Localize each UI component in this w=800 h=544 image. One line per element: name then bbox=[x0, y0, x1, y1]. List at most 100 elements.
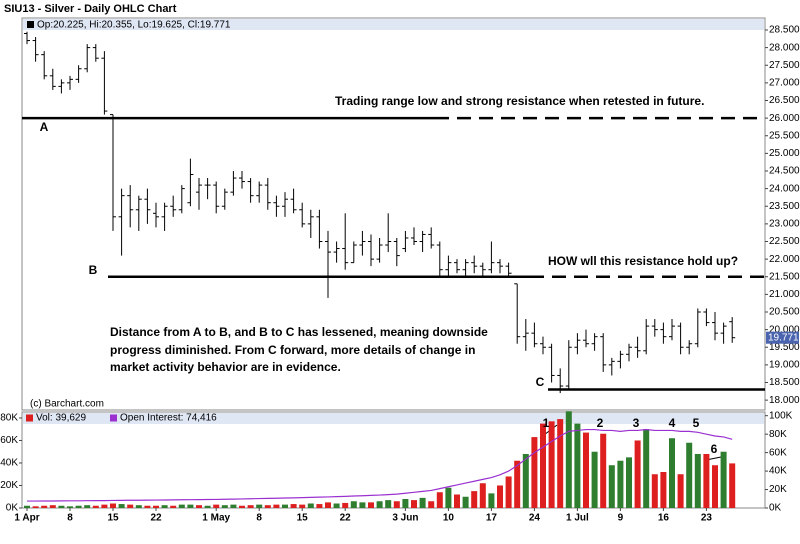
volume-bar bbox=[660, 471, 667, 508]
y2-tick-label: 80K bbox=[769, 429, 787, 440]
volume-bar bbox=[368, 502, 374, 508]
x-tick-label: 17 bbox=[486, 513, 498, 524]
legend-swatch bbox=[110, 414, 117, 422]
volume-bar bbox=[359, 502, 366, 508]
volume-bar bbox=[230, 504, 237, 508]
x-tick-label: 1 Jul bbox=[566, 513, 589, 524]
volume-bar bbox=[282, 504, 288, 508]
volume-bar bbox=[247, 505, 254, 508]
volume-bar bbox=[24, 505, 30, 508]
volume-bar bbox=[514, 460, 521, 508]
x-tick-label: 23 bbox=[701, 513, 713, 524]
y-tick-label: 20K bbox=[0, 480, 18, 491]
annotation: 1 bbox=[543, 416, 550, 430]
volume-bar bbox=[135, 505, 142, 508]
y-tick-label: 22.000 bbox=[769, 254, 800, 265]
x-tick-label: 15 bbox=[297, 513, 309, 524]
x-tick-label: 15 bbox=[107, 513, 119, 524]
volume-bar bbox=[729, 463, 736, 508]
volume-panel bbox=[21, 411, 766, 509]
volume-bar bbox=[316, 504, 323, 508]
volume-bar bbox=[350, 501, 357, 508]
volume-bar bbox=[686, 442, 693, 508]
y2-tick-label: 60K bbox=[769, 447, 787, 458]
volume-bar bbox=[196, 505, 202, 508]
annotation: 2 bbox=[597, 416, 604, 430]
price-header-strip bbox=[23, 19, 764, 30]
volume-bar bbox=[488, 493, 495, 508]
y-tick-label: 60K bbox=[0, 435, 18, 446]
volume-bar bbox=[92, 505, 99, 508]
volume-bar bbox=[436, 492, 443, 508]
y2-tick-label: 40K bbox=[769, 466, 787, 477]
annotation: progress diminished. From C forward, mor… bbox=[110, 343, 475, 357]
volume-bar bbox=[583, 432, 589, 508]
volume-bar bbox=[385, 500, 392, 508]
annotation: B bbox=[89, 263, 98, 277]
volume-bar bbox=[617, 460, 624, 508]
legend-label: Vol: 39,629 bbox=[36, 413, 86, 424]
volume-bar bbox=[720, 451, 727, 508]
annotation: HOW wll this resistance hold up? bbox=[548, 254, 738, 268]
volume-bar bbox=[41, 505, 48, 508]
header-icon bbox=[27, 21, 34, 28]
volume-bar bbox=[471, 491, 478, 508]
volume-bar bbox=[540, 423, 546, 508]
x-tick-label: 10 bbox=[443, 513, 455, 524]
volume-bar bbox=[239, 505, 245, 508]
x-tick-label: 8 bbox=[67, 513, 73, 524]
y-tick-label: 28.500 bbox=[769, 25, 800, 36]
volume-bar bbox=[299, 504, 306, 508]
last-price-label: 19.771 bbox=[768, 332, 799, 343]
volume-bar bbox=[144, 505, 151, 508]
volume-bar bbox=[101, 504, 108, 508]
price-header: Op:20.225, Hi:20.355, Lo:19.625, Cl:19.7… bbox=[37, 20, 231, 31]
volume-bar bbox=[703, 453, 710, 508]
y2-tick-label: 20K bbox=[769, 484, 787, 495]
volume-bar bbox=[712, 465, 718, 508]
y-tick-label: 20.000 bbox=[769, 324, 800, 335]
volume-bar bbox=[591, 451, 598, 508]
x-tick-label: 8 bbox=[256, 513, 262, 524]
volume-bar bbox=[462, 496, 469, 508]
annotation: Trading range low and strong resistance … bbox=[335, 94, 704, 108]
volume-bar bbox=[626, 457, 632, 508]
legend-label: Open Interest: 74,416 bbox=[120, 413, 217, 424]
volume-bar bbox=[393, 501, 400, 508]
x-tick-label: 22 bbox=[340, 513, 352, 524]
volume-bar bbox=[178, 504, 185, 508]
y-tick-label: 21.500 bbox=[769, 271, 800, 282]
x-tick-label: 1 Apr bbox=[14, 513, 39, 524]
chart-title: SIU13 - Silver - Daily OHLC Chart bbox=[4, 3, 177, 15]
volume-bar bbox=[634, 440, 641, 508]
volume-bar bbox=[643, 429, 650, 508]
volume-bar bbox=[110, 503, 116, 508]
y-tick-label: 21.000 bbox=[769, 289, 800, 300]
x-tick-label: 16 bbox=[658, 513, 670, 524]
y-tick-label: 27.500 bbox=[769, 60, 800, 71]
y-tick-label: 0K bbox=[6, 503, 19, 514]
volume-bar bbox=[557, 419, 564, 508]
volume-header-strip bbox=[23, 413, 764, 424]
volume-bar bbox=[213, 504, 220, 508]
volume-bar bbox=[58, 505, 65, 508]
volume-bar bbox=[428, 501, 435, 508]
volume-bar bbox=[411, 500, 417, 508]
y-tick-label: 25.500 bbox=[769, 130, 800, 141]
volume-bar bbox=[256, 504, 263, 508]
y-tick-label: 20.500 bbox=[769, 307, 800, 318]
volume-bar bbox=[531, 437, 538, 508]
volume-bar bbox=[522, 453, 529, 508]
volume-bar bbox=[505, 476, 512, 508]
volume-bar bbox=[402, 498, 409, 508]
volume-bar bbox=[677, 474, 684, 508]
annotation: Distance from A to B, and B to C has les… bbox=[110, 325, 488, 339]
y-tick-label: 18.000 bbox=[769, 395, 800, 406]
volume-bar bbox=[497, 485, 503, 508]
volume-bar bbox=[600, 433, 607, 508]
annotation: C bbox=[536, 375, 545, 389]
volume-bar bbox=[187, 504, 194, 508]
volume-bar bbox=[669, 438, 675, 508]
